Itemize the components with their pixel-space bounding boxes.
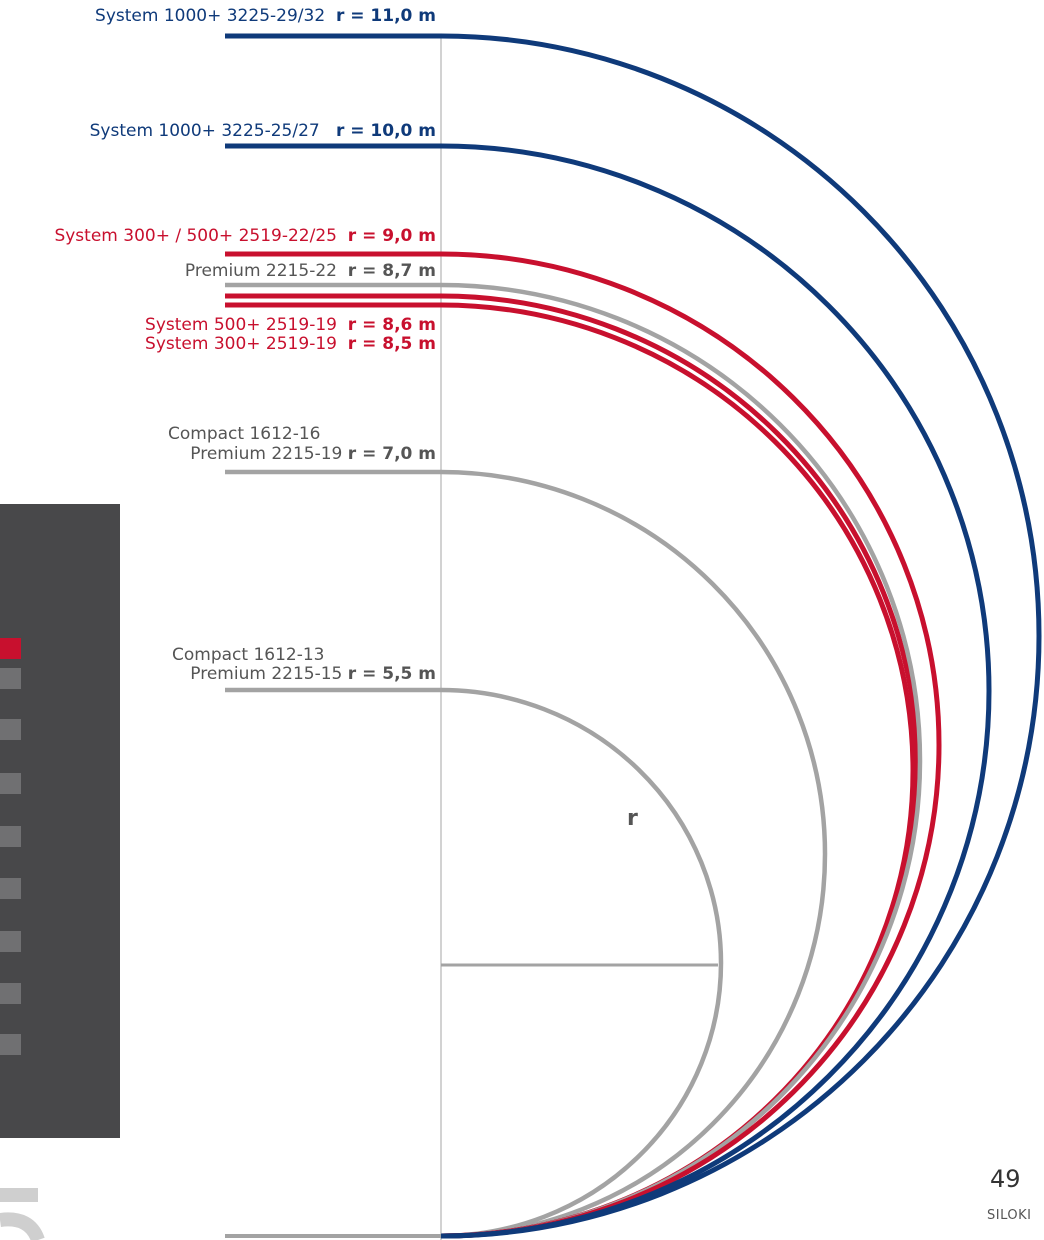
label-p2215-19: Premium 2215-19 r = 7,0 m [190, 444, 436, 464]
label-s300-500: System 300+ / 500+ 2519-22/25 r = 9,0 m [54, 226, 436, 246]
curve-s1000-25 [225, 143, 992, 1239]
sidebar-square-3[interactable] [0, 719, 21, 740]
sidebar-square-4[interactable] [0, 773, 21, 794]
curve-s300-500 [225, 251, 942, 1239]
sidebar-square-7[interactable] [0, 931, 21, 952]
sidebar-square-2[interactable] [0, 668, 21, 689]
curve-s1000-29 [225, 33, 1042, 1239]
sidebar-square-8[interactable] [0, 983, 21, 1004]
label-s1000-25: System 1000+ 3225-25/27 r = 10,0 m [89, 121, 436, 141]
curve-c13-p15 [225, 687, 724, 1239]
radius-marker: r [627, 806, 638, 831]
curve-c16-p19 [225, 469, 828, 1239]
chapter-number-graphic [0, 1188, 45, 1240]
label-s1000-29: System 1000+ 3225-29/32 r = 11,0 m [95, 6, 436, 26]
label-compact-1612-16: Compact 1612-16 [168, 424, 321, 444]
page-number: 49 [990, 1165, 1021, 1193]
label-s500-19: System 500+ 2519-19 r = 8,6 m [145, 315, 436, 335]
sidebar-square-9[interactable] [0, 1034, 21, 1055]
section-sidebar [0, 504, 120, 1138]
sidebar-square-6[interactable] [0, 878, 21, 899]
sidebar-square-5[interactable] [0, 826, 21, 847]
label-p2215-22: Premium 2215-22 r = 8,7 m [184, 261, 436, 281]
label-compact-1612-13: Compact 1612-13 [172, 645, 325, 665]
curve-p2215-22 [225, 282, 923, 1239]
brand-label: SILOKI [987, 1208, 1032, 1223]
sidebar-square-1[interactable] [0, 638, 21, 659]
label-s300-19: System 300+ 2519-19 r = 8,5 m [145, 334, 436, 354]
label-p2215-15: Premium 2215-15 r = 5,5 m [190, 664, 436, 684]
